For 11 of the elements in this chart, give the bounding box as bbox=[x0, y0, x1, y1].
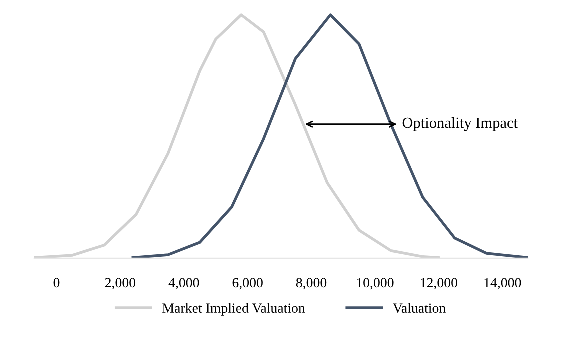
x-tick-label: 10,000 bbox=[357, 278, 394, 290]
x-tick-label: 4,000 bbox=[168, 278, 200, 290]
x-tick-label: 6,000 bbox=[232, 278, 263, 290]
annotation: Optionality Impact bbox=[402, 117, 518, 132]
x-tick-label: 2,000 bbox=[105, 278, 136, 290]
x-tick-label: 14,000 bbox=[484, 278, 522, 290]
legend-label: Market Implied Valuation bbox=[162, 303, 306, 316]
legend-label: Valuation bbox=[393, 303, 446, 314]
x-tick-label: 0 bbox=[54, 278, 60, 288]
x-tick-label: 8,000 bbox=[296, 278, 327, 290]
x-tick-label: 12,000 bbox=[421, 278, 458, 290]
